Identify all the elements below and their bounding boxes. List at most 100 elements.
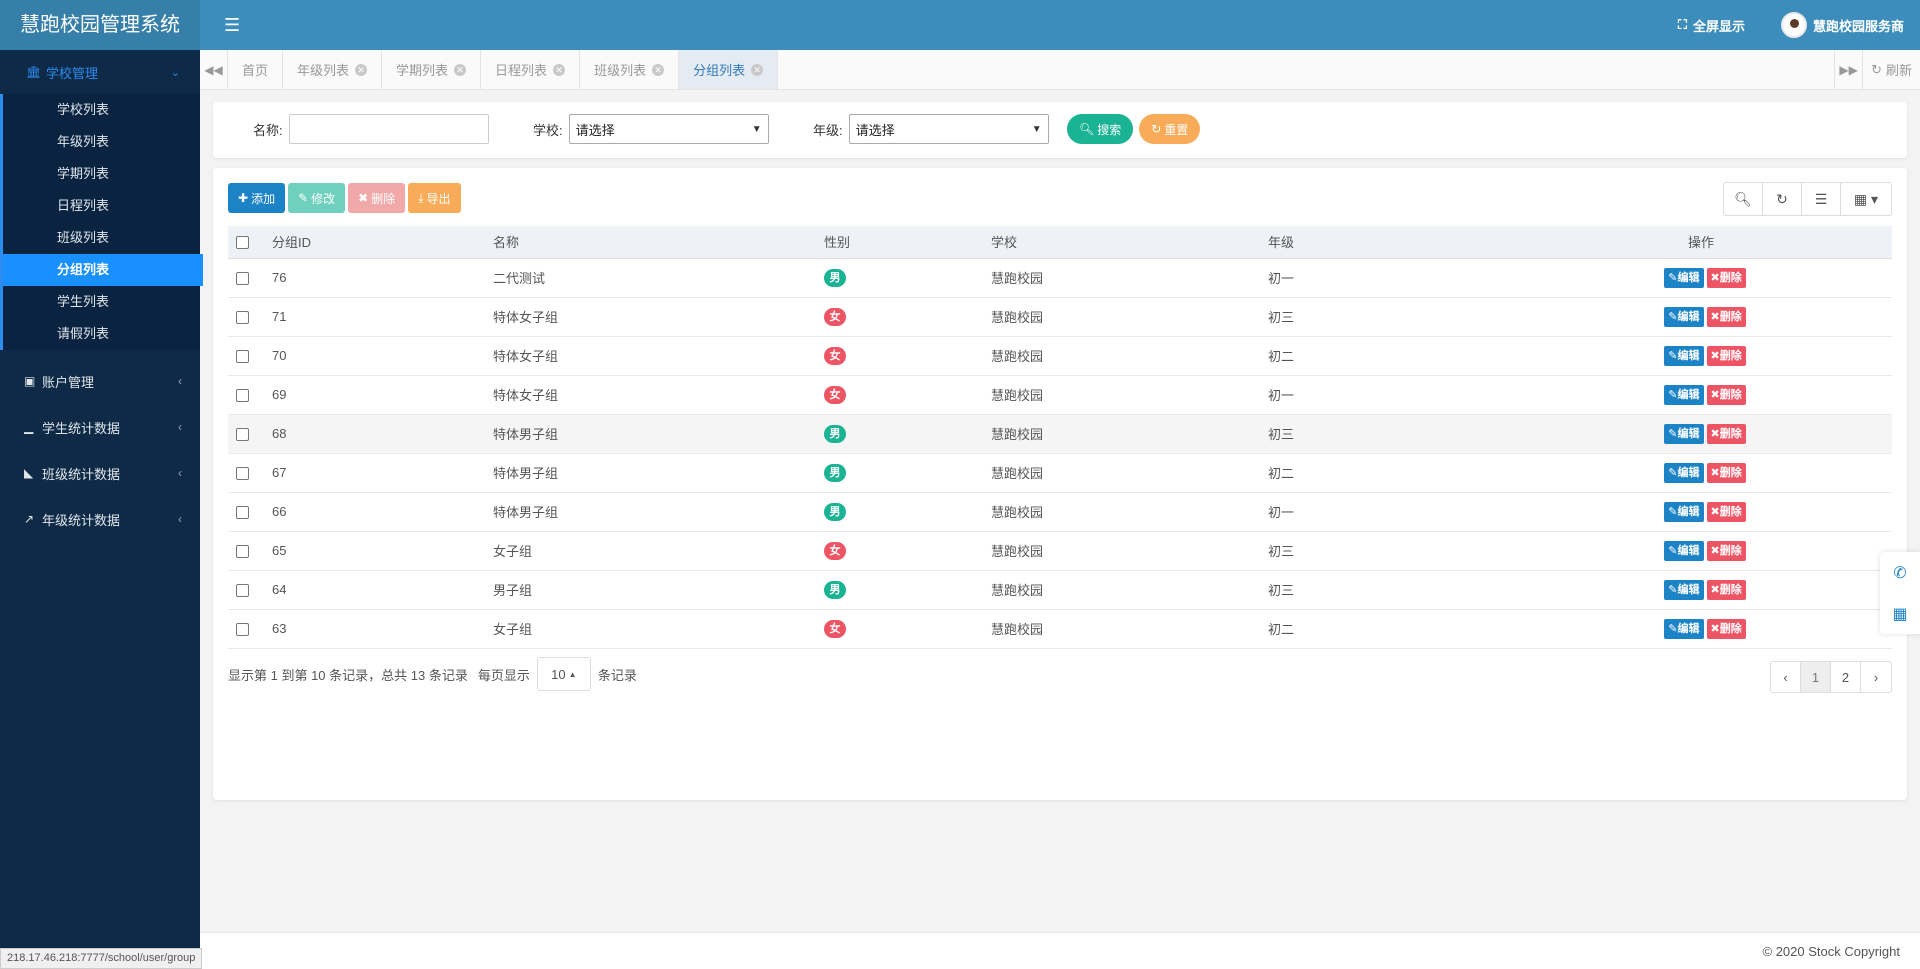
tab-class-list[interactable]: 班级列表 ✕	[580, 50, 680, 89]
close-icon[interactable]: ✕	[355, 63, 368, 76]
row-checkbox[interactable]	[236, 272, 249, 286]
sidebar-group-class-stats[interactable]: ◣ 班级统计数据 ‹	[0, 450, 200, 496]
grade-select[interactable]: 请选择 ▼	[848, 114, 1049, 144]
row-edit-button[interactable]: ✎编辑	[1664, 579, 1704, 600]
tab-schedule-list[interactable]: 日程列表 ✕	[481, 50, 581, 89]
sidebar-item-grade-list[interactable]: 年级列表	[57, 134, 110, 149]
tab-term-list[interactable]: 学期列表 ✕	[382, 50, 482, 89]
row-edit-button[interactable]: ✎编辑	[1664, 501, 1704, 522]
row-checkbox[interactable]	[236, 467, 249, 481]
row-edit-button[interactable]: ✎编辑	[1664, 345, 1704, 366]
row-delete-button[interactable]: ✖删除	[1706, 579, 1746, 600]
row-edit-button[interactable]: ✎编辑	[1664, 462, 1704, 483]
row-delete-button[interactable]: ✖删除	[1706, 618, 1746, 639]
sidebar-item-leave-list[interactable]: 请假列表	[57, 326, 110, 341]
table-row[interactable]: 65 女子组女慧跑校园 初三 ✎编辑 ✖删除	[228, 531, 1892, 571]
qrcode-icon[interactable]: ▦	[1892, 605, 1908, 623]
grid-icon[interactable]: ▦ ▾	[1853, 190, 1879, 207]
delete-button[interactable]: ✖ 删除	[348, 183, 406, 213]
sidebar-item-term-list[interactable]: 学期列表	[57, 166, 110, 181]
next-page-button[interactable]: ›	[1873, 669, 1879, 685]
row-delete-button[interactable]: ✖删除	[1706, 345, 1746, 366]
cell-school: 慧跑校园	[983, 375, 1260, 415]
row-delete-button[interactable]: ✖删除	[1706, 423, 1746, 444]
hamburger-icon[interactable]: ☰	[224, 15, 241, 35]
row-edit-button[interactable]: ✎编辑	[1664, 384, 1704, 405]
col-header-grade[interactable]: 年级	[1260, 226, 1510, 259]
row-delete-button[interactable]: ✖删除	[1706, 267, 1746, 288]
row-delete-button[interactable]: ✖删除	[1706, 384, 1746, 405]
page-2-button[interactable]: 2	[1831, 662, 1861, 692]
sidebar-item-school-list[interactable]: 学校列表	[57, 102, 110, 117]
group-list-panel: ✚ 添加 ✎ 修改 ✖ 删除 ⤓ 导出 🔍︎ ↻ ☰ ▦ ▾ 分组ID 名称 性别 学校…	[213, 168, 1907, 800]
row-checkbox[interactable]	[236, 623, 249, 637]
sidebar-item-schedule-list[interactable]: 日程列表	[57, 198, 110, 213]
table-row[interactable]: 64 男子组男慧跑校园 初三 ✎编辑 ✖删除	[228, 570, 1892, 610]
row-edit-button[interactable]: ✎编辑	[1664, 267, 1704, 288]
row-checkbox[interactable]	[236, 311, 249, 325]
table-row[interactable]: 67 特体男子组男慧跑校园 初二 ✎编辑 ✖删除	[228, 453, 1892, 493]
page-1-button[interactable]: 1	[1801, 662, 1831, 692]
col-header-gender[interactable]: 性别	[816, 226, 983, 259]
reset-button[interactable]: ↻ 重置	[1139, 114, 1201, 144]
add-button[interactable]: ✚ 添加	[228, 183, 286, 213]
row-delete-button[interactable]: ✖删除	[1706, 501, 1746, 522]
col-header-name[interactable]: 名称	[485, 226, 816, 259]
table-row[interactable]: 68 特体男子组男慧跑校园 初三 ✎编辑 ✖删除	[228, 414, 1892, 454]
close-icon[interactable]: ✕	[652, 63, 665, 76]
row-edit-button[interactable]: ✎编辑	[1664, 306, 1704, 327]
table-row[interactable]: 69 特体女子组女慧跑校园 初一 ✎编辑 ✖删除	[228, 375, 1892, 415]
sidebar-group-account[interactable]: ▣ 账户管理 ‹	[0, 358, 200, 404]
row-checkbox[interactable]	[236, 545, 249, 559]
tab-grade-list[interactable]: 年级列表 ✕	[283, 50, 383, 89]
sidebar-group-school[interactable]: 🏛︎ 学校管理 ⌄	[0, 50, 200, 94]
table-row[interactable]: 76 二代测试男慧跑校园 初一 ✎编辑 ✖删除	[228, 258, 1892, 298]
page-size-select[interactable]: 10 ▲	[536, 657, 591, 691]
tab-group-list[interactable]: 分组列表 ✕	[679, 50, 779, 89]
tabs-scroll-left-button[interactable]: ◀◀	[200, 50, 228, 89]
row-checkbox[interactable]	[236, 389, 249, 403]
close-icon[interactable]: ✕	[751, 63, 764, 76]
prev-page-button[interactable]: ‹	[1771, 662, 1801, 692]
table-row[interactable]: 66 特体男子组男慧跑校园 初一 ✎编辑 ✖删除	[228, 492, 1892, 532]
columns-icon[interactable]: ☰	[1802, 183, 1841, 215]
sidebar-group-grade-stats[interactable]: ↗ 年级统计数据 ‹	[0, 496, 200, 542]
close-icon[interactable]: ✕	[454, 63, 467, 76]
row-checkbox[interactable]	[236, 506, 249, 520]
school-select[interactable]: 请选择 ▼	[568, 114, 769, 144]
row-checkbox[interactable]	[236, 428, 249, 442]
row-delete-button[interactable]: ✖删除	[1706, 540, 1746, 561]
sidebar-item-student-list[interactable]: 学生列表	[57, 294, 110, 309]
row-edit-button[interactable]: ✎编辑	[1664, 618, 1704, 639]
table-row[interactable]: 70 特体女子组女慧跑校园 初二 ✎编辑 ✖删除	[228, 336, 1892, 376]
export-button[interactable]: ⤓ 导出	[408, 183, 461, 213]
row-checkbox[interactable]	[236, 350, 249, 364]
search-button[interactable]: 🔍︎ 搜索	[1067, 114, 1134, 144]
col-header-id[interactable]: 分组ID	[264, 226, 485, 259]
tab-home[interactable]: 首页	[228, 50, 284, 89]
table-row[interactable]: 63 女子组女慧跑校园 初二 ✎编辑 ✖删除	[228, 609, 1892, 649]
col-header-school[interactable]: 学校	[983, 226, 1260, 259]
name-input[interactable]	[288, 114, 489, 144]
user-menu[interactable]: 慧跑校园服务商	[1780, 12, 1904, 38]
row-checkbox[interactable]	[236, 584, 249, 598]
row-delete-button[interactable]: ✖删除	[1706, 462, 1746, 483]
sidebar-item-class-list[interactable]: 班级列表	[57, 230, 110, 245]
tabs-scroll-right-button[interactable]: ▶▶	[1834, 50, 1862, 89]
row-edit-button[interactable]: ✎编辑	[1664, 540, 1704, 561]
row-delete-button[interactable]: ✖删除	[1706, 306, 1746, 327]
edit-button[interactable]: ✎ 修改	[288, 183, 346, 213]
refresh-icon[interactable]: ↻	[1763, 183, 1802, 215]
refresh-tab-button[interactable]: ↻ 刷新	[1862, 50, 1920, 89]
edit-icon: ✎	[298, 191, 309, 205]
close-icon[interactable]: ✕	[553, 63, 566, 76]
sidebar-group-student-stats[interactable]: ▁ 学生统计数据 ‹	[0, 404, 200, 450]
app-logo-title[interactable]: 慧跑校园管理系统	[0, 0, 200, 50]
fullscreen-button[interactable]: ⛶ 全屏显示	[1678, 16, 1745, 35]
table-row[interactable]: 71 特体女子组女慧跑校园 初三 ✎编辑 ✖删除	[228, 297, 1892, 337]
sidebar-item-group-list[interactable]: 分组列表	[3, 254, 203, 286]
phone-icon[interactable]: ✆	[1893, 564, 1907, 582]
select-all-checkbox[interactable]	[236, 236, 249, 250]
search-icon[interactable]: 🔍︎	[1724, 183, 1763, 215]
row-edit-button[interactable]: ✎编辑	[1664, 423, 1704, 444]
